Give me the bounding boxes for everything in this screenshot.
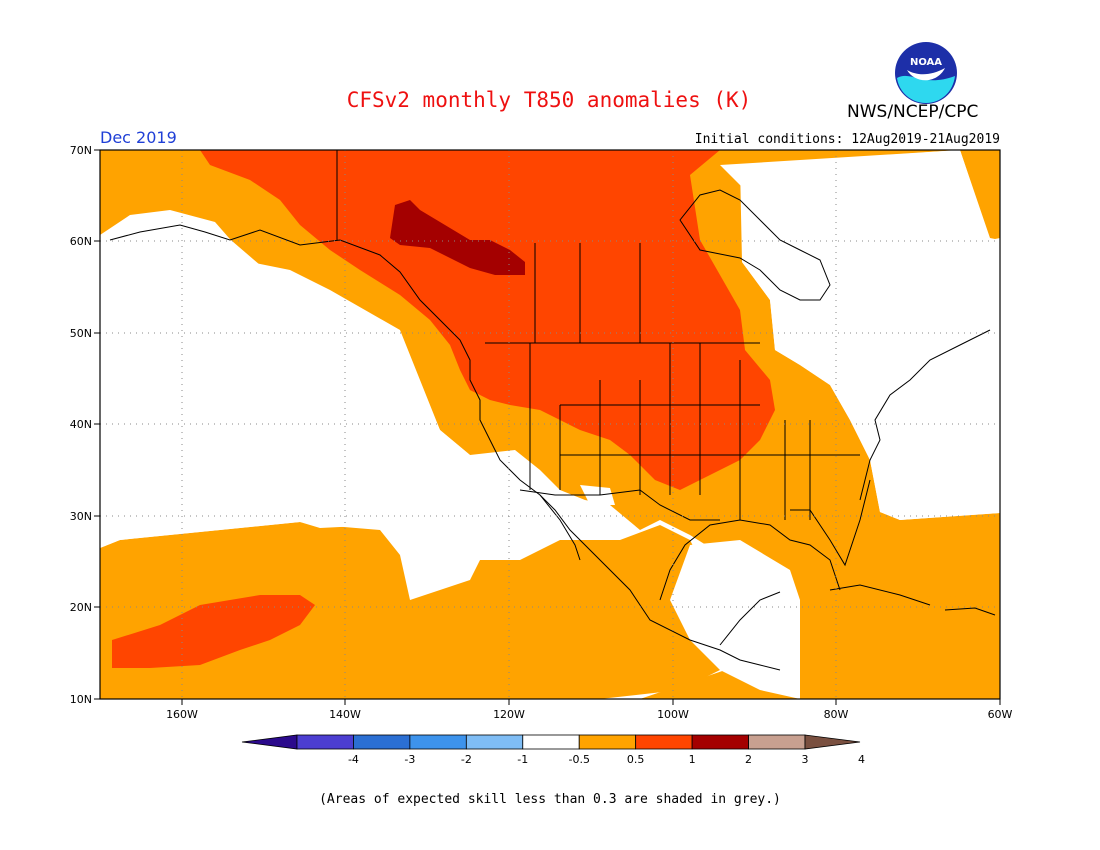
canada-province-lines xyxy=(534,243,641,343)
longitude-labels: 160W 140W 120W 100W 80W 60W xyxy=(166,708,1012,721)
lat-label: 70N xyxy=(70,144,92,157)
north-america-west-coast xyxy=(109,224,781,671)
gulf-coast xyxy=(659,519,841,601)
cuba xyxy=(829,584,931,606)
lon-label: 120W xyxy=(493,708,525,721)
florida xyxy=(790,479,871,567)
coastlines xyxy=(109,150,996,671)
axis-ticks xyxy=(94,149,1001,705)
lon-label: 160W xyxy=(166,708,198,721)
us-state-lines xyxy=(529,343,860,520)
anomaly-area-orange-caribbean xyxy=(800,595,1000,699)
footnote: (Areas of expected skill less than 0.3 a… xyxy=(319,792,781,807)
us-east-coast xyxy=(859,329,991,501)
lon-label: 60W xyxy=(988,708,1013,721)
noaa-logo-text: NOAA xyxy=(910,57,942,68)
anomaly-area-red-hawaii xyxy=(112,595,315,668)
lat-label: 10N xyxy=(70,693,92,706)
map-gridlines xyxy=(100,150,1000,699)
lat-label: 60N xyxy=(70,235,92,248)
lon-label: 140W xyxy=(329,708,361,721)
org-label: NWS/NCEP/CPC xyxy=(847,102,979,122)
map-title-text: CFSv2 monthly T850 anomalies (K) xyxy=(346,88,752,112)
initial-conditions: Initial conditions: 12Aug2019-21Aug2019 xyxy=(694,132,1000,147)
neutral-area-gulf xyxy=(670,540,800,699)
hudson-bay xyxy=(679,189,831,301)
lat-label: 30N xyxy=(70,510,92,523)
baja-peninsula xyxy=(539,494,581,561)
anomaly-area-darkred-canada xyxy=(390,200,525,275)
lat-label: 40N xyxy=(70,418,92,431)
forecast-month: Dec 2019 xyxy=(100,128,177,147)
lon-label: 80W xyxy=(824,708,849,721)
lat-label: 20N xyxy=(70,601,92,614)
neutral-area-atlantic xyxy=(740,150,1000,520)
map-title: CFSv2 monthly T850 anomalies (K) xyxy=(0,88,1100,112)
neutral-area-pacific xyxy=(100,215,520,600)
lon-label: 100W xyxy=(657,708,689,721)
lat-label: 50N xyxy=(70,327,92,340)
latitude-labels: 70N 60N 50N 40N 30N 20N 10N xyxy=(70,144,92,706)
anomaly-area-orange-pacific xyxy=(100,522,740,699)
hispaniola xyxy=(944,607,996,616)
yucatan xyxy=(719,591,781,646)
noaa-logo-icon: NOAA xyxy=(895,42,957,104)
